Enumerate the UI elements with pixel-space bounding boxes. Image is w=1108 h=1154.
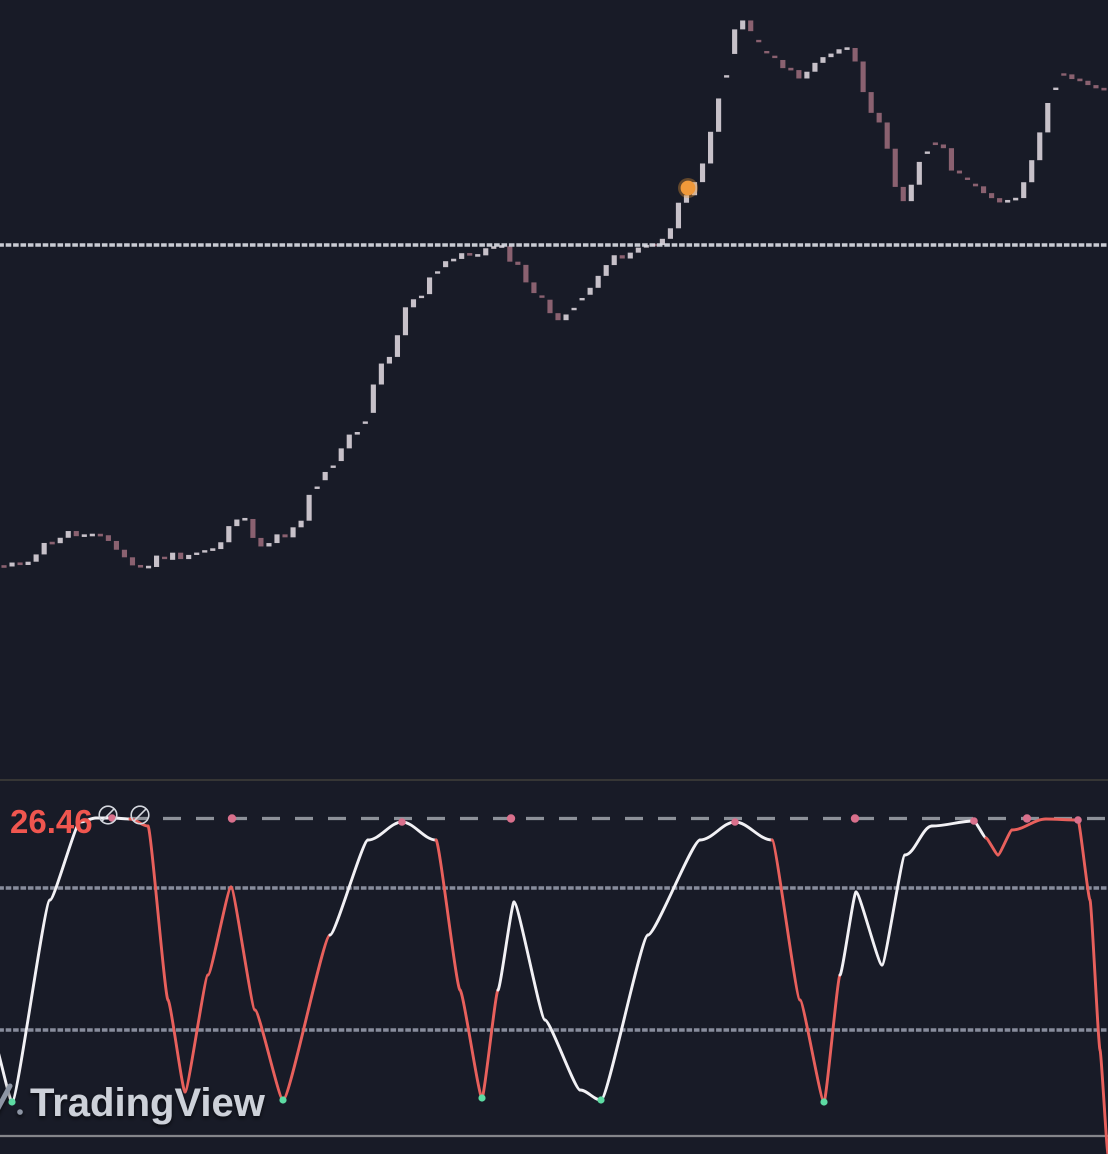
svg-text:TradingView: TradingView: [30, 1081, 266, 1125]
svg-text:26.46: 26.46: [10, 803, 93, 840]
